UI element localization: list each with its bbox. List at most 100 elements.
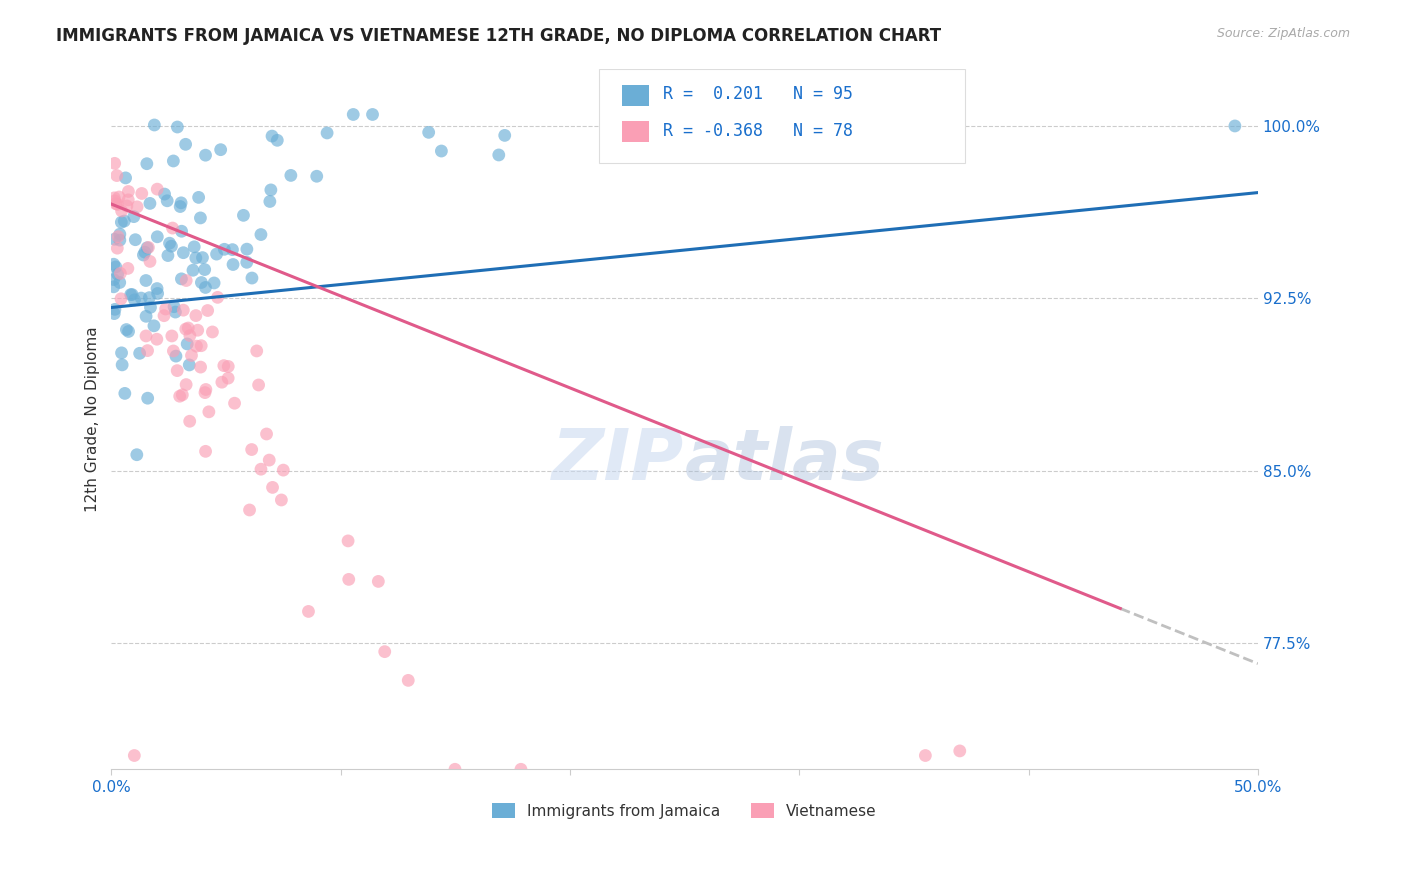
Legend: Immigrants from Jamaica, Vietnamese: Immigrants from Jamaica, Vietnamese: [486, 797, 883, 825]
Point: [217, 359, 239, 374]
Point: [110, 292, 132, 306]
Point: [110, 346, 132, 360]
Point: [222, 258, 245, 272]
Point: [153, 309, 176, 323]
Point: [246, 343, 269, 358]
Point: [114, 170, 136, 185]
Point: [136, 343, 159, 358]
Point: [104, 156, 127, 170]
Point: [163, 300, 186, 314]
Point: [240, 271, 263, 285]
Point: [396, 673, 419, 688]
Point: [104, 194, 127, 208]
Point: [488, 148, 510, 162]
Point: [110, 266, 132, 280]
Point: [146, 332, 169, 346]
Point: [1223, 119, 1246, 133]
Point: [305, 169, 328, 184]
Point: [257, 453, 280, 467]
Point: [125, 448, 148, 462]
Point: [105, 169, 128, 183]
Point: [103, 257, 125, 271]
Point: [260, 129, 283, 144]
Point: [120, 287, 142, 301]
Point: [135, 329, 157, 343]
Point: [316, 126, 339, 140]
Point: [155, 301, 177, 316]
Point: [256, 427, 278, 442]
Point: [190, 339, 212, 353]
Point: [162, 343, 184, 358]
Point: [190, 276, 212, 290]
Point: [240, 442, 263, 457]
Point: [183, 240, 205, 254]
Point: [103, 232, 125, 246]
Point: [260, 183, 283, 197]
Point: [236, 255, 259, 269]
Point: [117, 261, 139, 276]
Point: [135, 157, 157, 171]
Point: [143, 118, 166, 132]
Point: [135, 310, 157, 324]
Point: [221, 243, 243, 257]
Point: [108, 233, 131, 247]
Point: [236, 242, 259, 256]
Point: [156, 248, 179, 262]
Point: [122, 210, 145, 224]
Point: [194, 383, 217, 397]
Point: [337, 573, 360, 587]
Point: [134, 245, 156, 260]
Point: [297, 604, 319, 618]
Point: [194, 262, 217, 277]
Point: [198, 405, 221, 419]
Point: [172, 388, 194, 402]
Point: [337, 533, 360, 548]
Point: [108, 227, 131, 242]
Point: [170, 224, 193, 238]
Point: [247, 378, 270, 392]
Point: [197, 303, 219, 318]
Point: [160, 329, 183, 343]
Point: [174, 322, 197, 336]
Point: [160, 239, 183, 253]
Point: [115, 199, 138, 213]
Point: [110, 203, 132, 218]
Text: IMMIGRANTS FROM JAMAICA VS VIETNAMESE 12TH GRADE, NO DIPLOMA CORRELATION CHART: IMMIGRANTS FROM JAMAICA VS VIETNAMESE 12…: [56, 27, 942, 45]
Point: [129, 291, 152, 305]
Point: [108, 190, 131, 204]
Point: [217, 371, 239, 385]
Point: [127, 200, 149, 214]
Y-axis label: 12th Grade, No Diploma: 12th Grade, No Diploma: [86, 326, 100, 512]
Point: [494, 128, 516, 143]
Point: [138, 291, 160, 305]
Point: [135, 273, 157, 287]
Point: [107, 267, 129, 281]
Point: [187, 323, 209, 337]
Point: [170, 272, 193, 286]
Point: [117, 193, 139, 207]
FancyBboxPatch shape: [621, 121, 650, 142]
Point: [107, 229, 129, 244]
Point: [201, 325, 224, 339]
Point: [181, 263, 204, 277]
Point: [174, 273, 197, 287]
Point: [156, 194, 179, 208]
Point: [361, 107, 384, 121]
Point: [190, 211, 212, 225]
Point: [166, 120, 188, 134]
Point: [949, 744, 972, 758]
Point: [128, 346, 150, 360]
Point: [172, 245, 194, 260]
Point: [124, 233, 146, 247]
Text: Source: ZipAtlas.com: Source: ZipAtlas.com: [1216, 27, 1350, 40]
Point: [103, 272, 125, 286]
Point: [187, 190, 209, 204]
Point: [207, 290, 229, 304]
Point: [186, 339, 208, 353]
Point: [205, 247, 228, 261]
Point: [162, 153, 184, 168]
Point: [103, 280, 125, 294]
Point: [103, 307, 125, 321]
Point: [194, 444, 217, 458]
Text: R =  0.201   N = 95: R = 0.201 N = 95: [662, 86, 853, 103]
